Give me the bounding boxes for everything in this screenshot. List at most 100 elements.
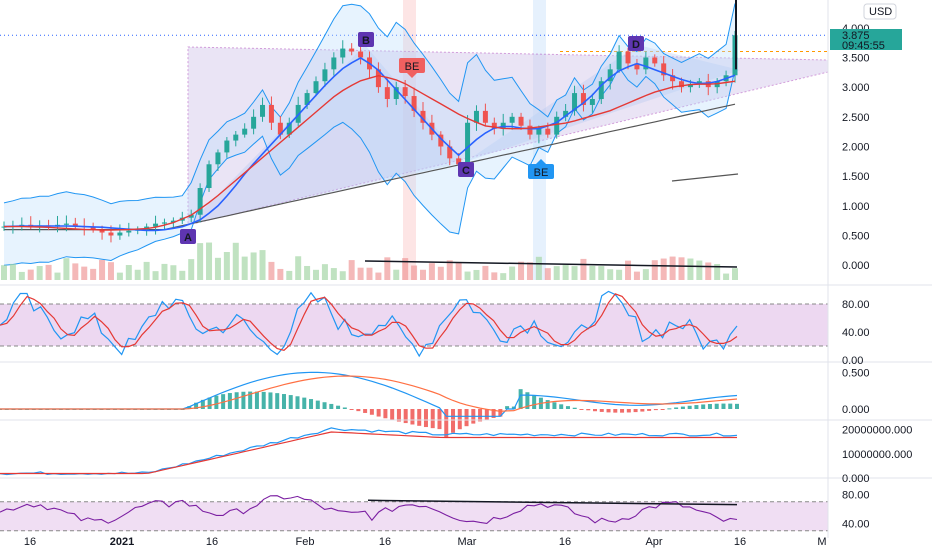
candle bbox=[438, 131, 444, 156]
volume-bar bbox=[72, 263, 79, 280]
candle-body bbox=[687, 84, 693, 88]
candle-body bbox=[153, 223, 159, 227]
volume-bar bbox=[27, 269, 34, 280]
macd-histogram-bar bbox=[390, 409, 395, 420]
candle bbox=[652, 54, 658, 67]
oscillator-1-tick-label: 40.00 bbox=[842, 327, 870, 339]
macd-histogram-bar bbox=[518, 389, 523, 409]
macd-histogram-bar bbox=[194, 402, 199, 409]
volume-bar bbox=[170, 265, 177, 280]
price-tag-box bbox=[830, 29, 902, 50]
macd-histogram-bar bbox=[200, 399, 205, 409]
candle-body bbox=[340, 48, 346, 58]
oscillator-2-pane[interactable] bbox=[0, 495, 828, 532]
candle-body bbox=[598, 81, 604, 100]
volume-bar bbox=[241, 256, 248, 280]
macd-histogram-bar bbox=[248, 391, 253, 409]
candle-body bbox=[447, 146, 453, 159]
candle bbox=[589, 93, 595, 113]
pattern-label-box bbox=[458, 162, 474, 177]
volume-bar bbox=[286, 270, 293, 280]
price-tick-label: 0.000 bbox=[842, 260, 870, 272]
volume-bar bbox=[214, 257, 221, 280]
candle-body bbox=[197, 188, 203, 215]
macd-histogram-bar bbox=[451, 409, 456, 433]
macd-histogram-bar bbox=[187, 406, 192, 409]
candle bbox=[420, 102, 426, 130]
currency-badge-box bbox=[863, 3, 897, 20]
volume-bar bbox=[277, 268, 284, 280]
candle bbox=[197, 183, 203, 223]
macd-histogram-bar bbox=[336, 405, 341, 409]
macd-histogram-bar bbox=[491, 409, 496, 418]
price-tick-label: 3.500 bbox=[842, 52, 870, 64]
time-tick-label: Apr bbox=[645, 536, 662, 548]
time-tick-label: 16 bbox=[559, 536, 571, 548]
macd-histogram-bar bbox=[660, 409, 665, 410]
macd-histogram-bar bbox=[707, 404, 712, 409]
macd-histogram-bar bbox=[721, 403, 726, 409]
volume-bar bbox=[437, 266, 444, 280]
candle-body bbox=[625, 51, 631, 64]
volume-bar bbox=[732, 268, 738, 280]
candle-body bbox=[482, 110, 488, 123]
candle bbox=[215, 149, 221, 171]
candle bbox=[580, 84, 586, 112]
macd-histogram-bar bbox=[322, 402, 327, 409]
macd-tick-label: 0.000 bbox=[842, 404, 870, 416]
macd-histogram-bar bbox=[478, 409, 483, 422]
candle-body bbox=[652, 57, 658, 64]
candle bbox=[117, 224, 123, 240]
volume-bar bbox=[36, 266, 43, 280]
macd-histogram-bar bbox=[342, 407, 347, 409]
pattern-label-text: C bbox=[462, 165, 470, 177]
candle bbox=[313, 76, 319, 97]
candle-body bbox=[616, 51, 622, 70]
pattern-label-b: B bbox=[358, 32, 374, 47]
volume-bar bbox=[633, 271, 640, 280]
macd-histogram-bar bbox=[728, 403, 733, 409]
candle-body bbox=[224, 140, 230, 153]
macd-histogram-bar bbox=[430, 409, 435, 429]
macd-histogram-bar bbox=[234, 392, 239, 409]
macd-signal bbox=[0, 375, 738, 412]
candle-body bbox=[563, 110, 569, 117]
macd-histogram-bar bbox=[565, 406, 570, 409]
volume-bar bbox=[598, 266, 605, 280]
candle-body bbox=[233, 134, 239, 141]
be-label-box bbox=[399, 58, 425, 73]
candle bbox=[331, 52, 337, 76]
candle bbox=[411, 87, 417, 118]
volume-bar bbox=[687, 258, 694, 280]
macd-histogram-bar bbox=[620, 409, 625, 413]
macd-line bbox=[0, 371, 738, 417]
volume-lines-pane[interactable] bbox=[0, 427, 738, 476]
candle-body bbox=[313, 81, 319, 94]
volume-bar bbox=[206, 242, 213, 280]
pattern-label-d: D bbox=[628, 36, 644, 51]
macd-histogram-bar bbox=[214, 395, 219, 409]
macd-histogram-bar bbox=[410, 409, 415, 425]
volume-bar bbox=[705, 262, 712, 280]
candle bbox=[563, 104, 569, 122]
candle-body bbox=[527, 125, 533, 135]
macd-histogram-bar bbox=[626, 409, 631, 413]
volume-tick-label: 10000000.000 bbox=[842, 449, 912, 461]
candle-body bbox=[90, 227, 96, 230]
candle-body bbox=[643, 57, 649, 70]
macd-histogram-bar bbox=[457, 409, 462, 430]
volume-bar bbox=[268, 261, 275, 280]
volume-bar bbox=[375, 272, 382, 280]
macd-histogram-bar bbox=[714, 403, 719, 409]
oscillator-1-pane[interactable] bbox=[0, 290, 828, 358]
volume-bar bbox=[482, 265, 489, 280]
macd-histogram-bar bbox=[295, 396, 300, 409]
volume-bar bbox=[232, 242, 239, 280]
volume-bar bbox=[500, 273, 507, 280]
macd-pane[interactable] bbox=[0, 371, 739, 437]
macd-histogram-bar bbox=[579, 409, 584, 410]
time-tick-label: M bbox=[817, 536, 826, 548]
price-pane[interactable] bbox=[0, 0, 829, 280]
price-tag-value: 3.875 bbox=[842, 30, 870, 42]
